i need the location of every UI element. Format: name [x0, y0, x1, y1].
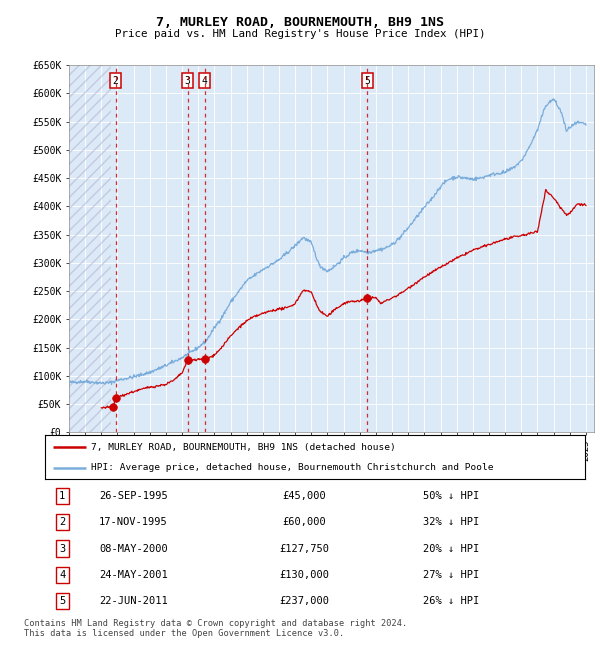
Text: 24-MAY-2001: 24-MAY-2001	[99, 570, 168, 580]
Text: £130,000: £130,000	[279, 570, 329, 580]
Text: HPI: Average price, detached house, Bournemouth Christchurch and Poole: HPI: Average price, detached house, Bour…	[91, 463, 493, 473]
Text: 08-MAY-2000: 08-MAY-2000	[99, 543, 168, 554]
Text: 4: 4	[59, 570, 65, 580]
Text: £60,000: £60,000	[283, 517, 326, 527]
Text: 26% ↓ HPI: 26% ↓ HPI	[423, 596, 479, 606]
Text: 27% ↓ HPI: 27% ↓ HPI	[423, 570, 479, 580]
Text: This data is licensed under the Open Government Licence v3.0.: This data is licensed under the Open Gov…	[24, 629, 344, 638]
Text: 50% ↓ HPI: 50% ↓ HPI	[423, 491, 479, 501]
Text: 7, MURLEY ROAD, BOURNEMOUTH, BH9 1NS: 7, MURLEY ROAD, BOURNEMOUTH, BH9 1NS	[156, 16, 444, 29]
Text: 3: 3	[59, 543, 65, 554]
Text: 20% ↓ HPI: 20% ↓ HPI	[423, 543, 479, 554]
Text: 26-SEP-1995: 26-SEP-1995	[99, 491, 168, 501]
Text: 4: 4	[202, 76, 208, 86]
Bar	[69, 65, 111, 432]
Text: 3: 3	[185, 76, 191, 86]
Text: £237,000: £237,000	[279, 596, 329, 606]
Text: 32% ↓ HPI: 32% ↓ HPI	[423, 517, 479, 527]
Text: 2: 2	[59, 517, 65, 527]
Text: 5: 5	[59, 596, 65, 606]
Text: 2: 2	[113, 76, 118, 86]
Text: Contains HM Land Registry data © Crown copyright and database right 2024.: Contains HM Land Registry data © Crown c…	[24, 619, 407, 628]
Text: 1: 1	[59, 491, 65, 501]
Text: 5: 5	[364, 76, 370, 86]
Text: £45,000: £45,000	[283, 491, 326, 501]
Text: 17-NOV-1995: 17-NOV-1995	[99, 517, 168, 527]
Bar	[69, 65, 111, 432]
Text: Price paid vs. HM Land Registry's House Price Index (HPI): Price paid vs. HM Land Registry's House …	[115, 29, 485, 39]
Text: 7, MURLEY ROAD, BOURNEMOUTH, BH9 1NS (detached house): 7, MURLEY ROAD, BOURNEMOUTH, BH9 1NS (de…	[91, 443, 395, 452]
Text: £127,750: £127,750	[279, 543, 329, 554]
Text: 22-JUN-2011: 22-JUN-2011	[99, 596, 168, 606]
